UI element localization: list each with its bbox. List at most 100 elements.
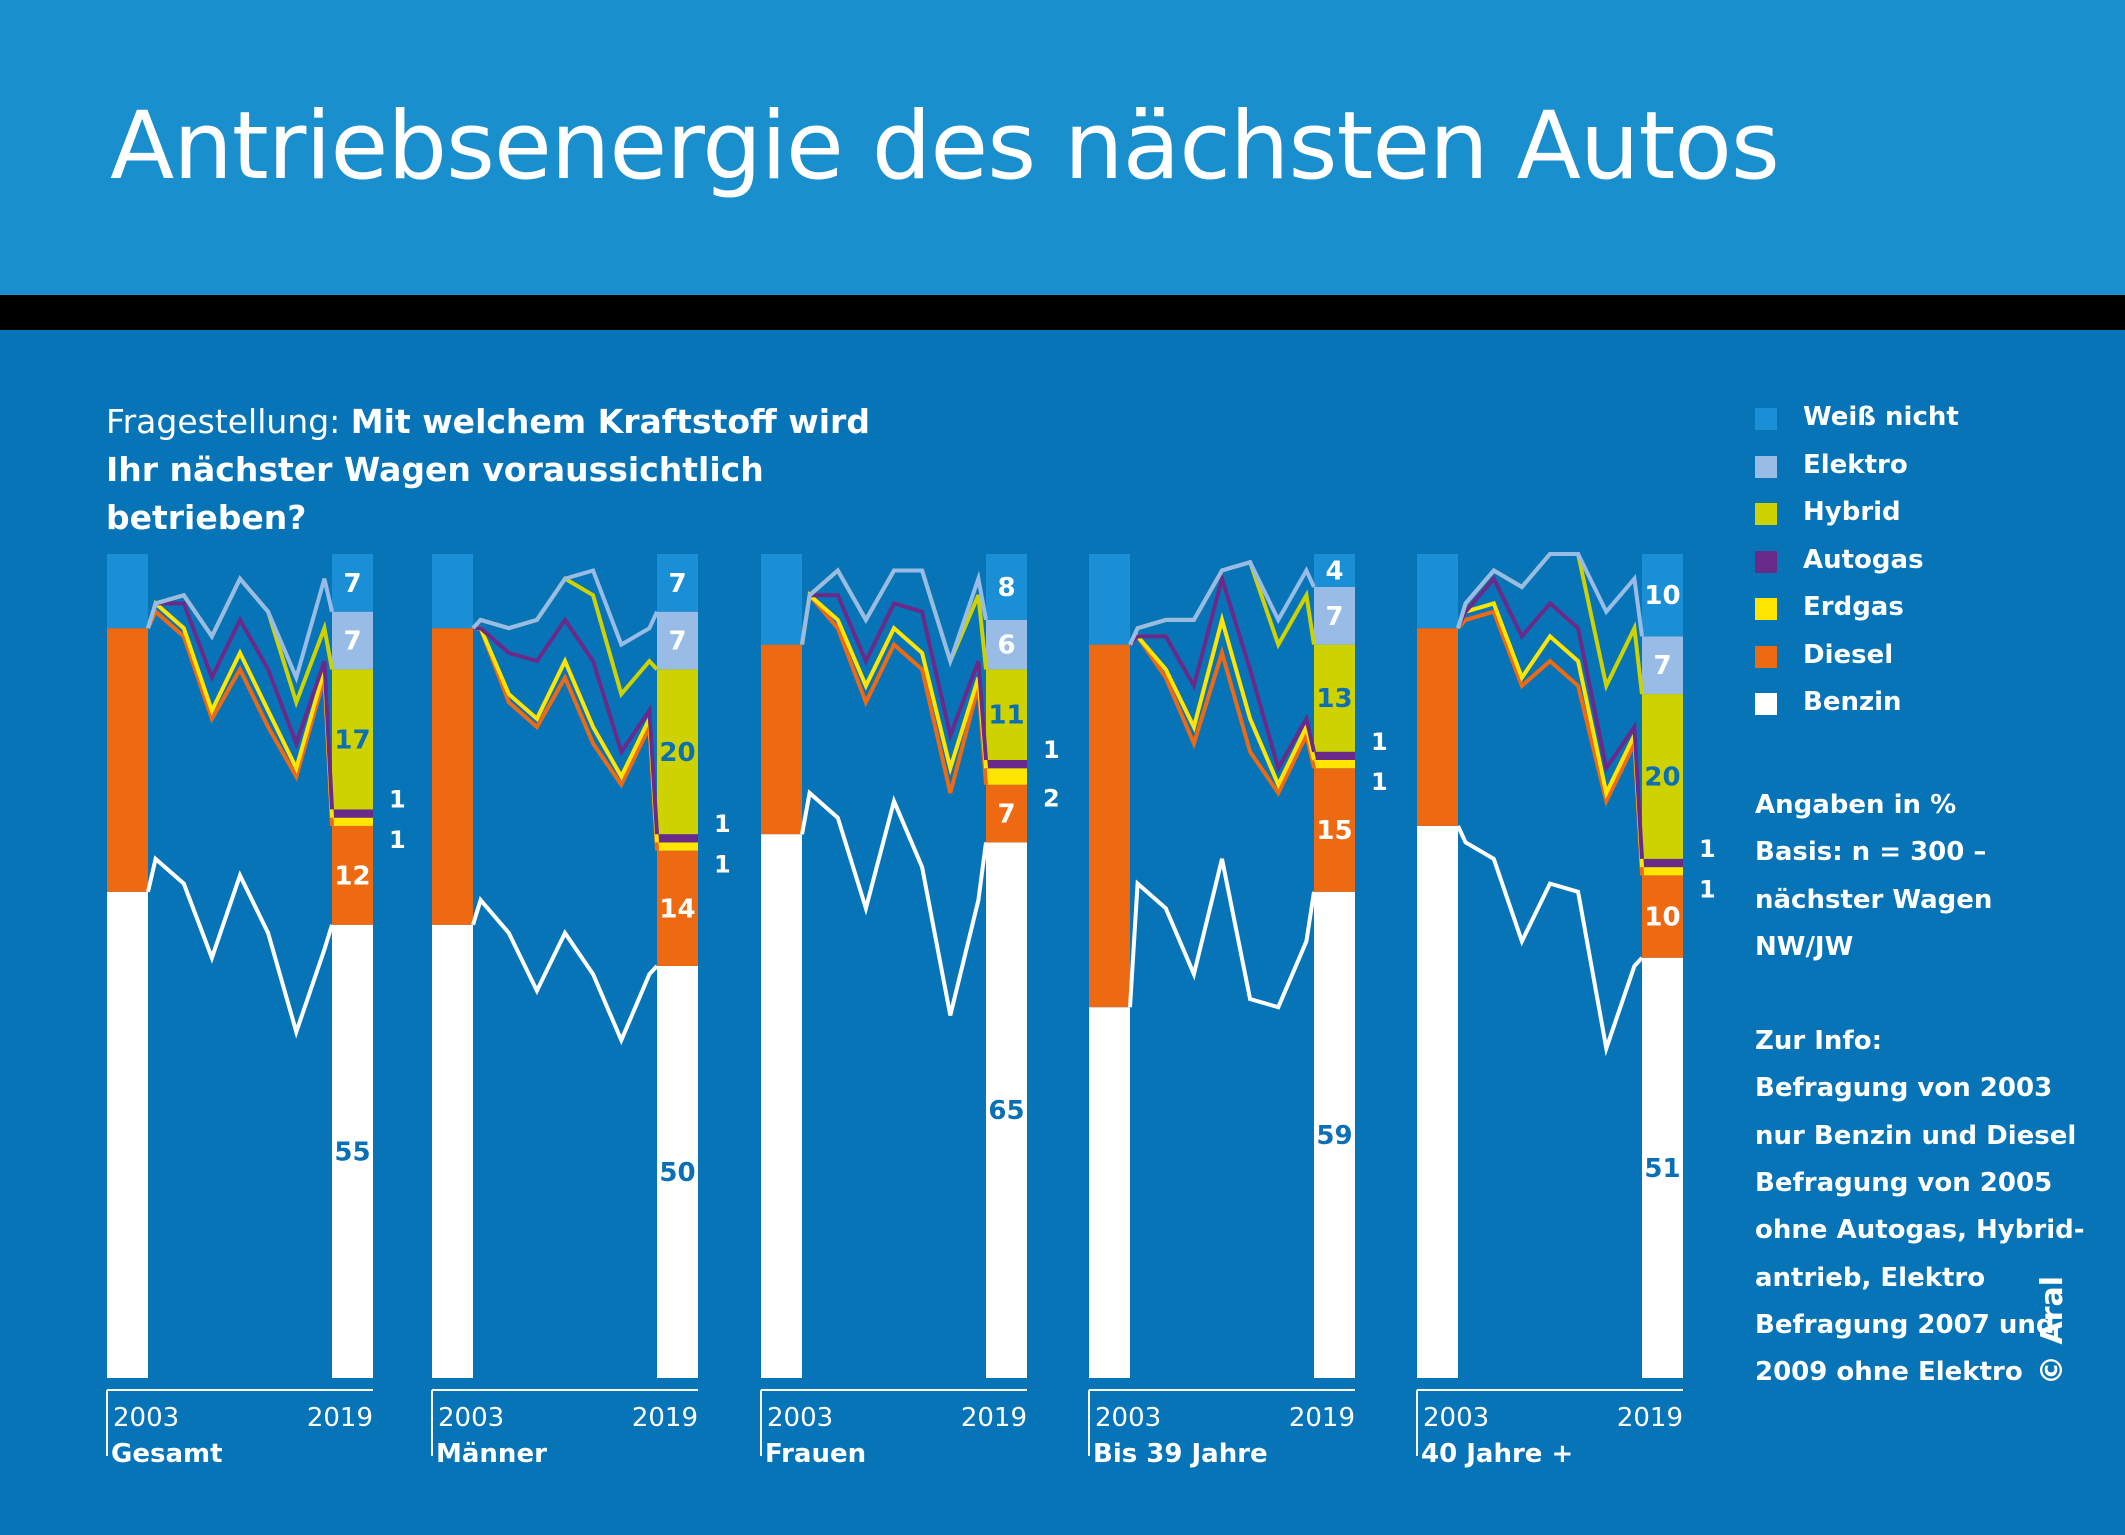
tick-label-start: 2003	[1095, 1403, 1161, 1433]
bar-segment-2019-weinicht	[657, 554, 698, 612]
bar-segment-2019-autogas	[657, 834, 698, 843]
series-line-benzin	[471, 896, 659, 1046]
bar-segment-2019-elektro	[657, 611, 698, 670]
data-label-erdgas: 1	[389, 826, 406, 854]
bar-segment-2019-benzin	[657, 966, 698, 1378]
notes-info-5: antrieb, Elektro	[1755, 1262, 1986, 1293]
legend-label: Hybrid	[1803, 497, 1901, 527]
tick-label-end: 2019	[632, 1403, 698, 1433]
data-label-erdgas: 1	[1371, 768, 1388, 796]
notes-spacer	[1755, 971, 2075, 1018]
data-label-benzin: 65	[988, 1096, 1024, 1126]
bar-segment-2019-diesel	[332, 825, 373, 925]
data-label-benzin: 55	[334, 1137, 370, 1167]
legend-swatch	[1755, 693, 1777, 715]
question-body: Mit welchem Kraftstoff wird Ihr nächster…	[106, 402, 870, 537]
bar-segment-2019-erdgas	[986, 768, 1027, 785]
data-label-weinicht: 10	[1644, 581, 1680, 611]
bar-segment-2003-weinicht	[761, 554, 802, 645]
bar-segment-2019-erdgas	[1314, 760, 1355, 769]
bar-segment-2019-benzin	[1642, 957, 1683, 1378]
header-band: Antriebsenergie des nächsten Autos	[0, 0, 2125, 295]
series-line-diesel	[1456, 609, 1644, 876]
notes-basis-2: nächster Wagen	[1755, 884, 1993, 915]
data-label-erdgas: 1	[714, 851, 731, 879]
tick-label-end: 2019	[1617, 1403, 1683, 1433]
tick-label-end: 2019	[307, 1403, 373, 1433]
bar-segment-2019-benzin	[332, 924, 373, 1378]
bar-segment-2003-weinicht	[107, 554, 148, 629]
data-label-weinicht: 7	[343, 569, 361, 599]
question-text: Fragestellung: Mit welchem Kraftstoff wi…	[106, 398, 906, 542]
series-line-benzin	[1128, 858, 1316, 1010]
bar-segment-2019-autogas	[986, 760, 1027, 769]
legend-label: Elektro	[1803, 449, 1908, 480]
bar-segment-2003-benzin	[107, 891, 148, 1378]
data-label-elektro: 7	[668, 627, 686, 657]
data-label-diesel: 15	[1316, 816, 1352, 846]
copyright: © Aral	[2035, 1276, 2070, 1385]
bar-segment-2019-diesel	[1314, 768, 1355, 892]
data-label-hybrid: 17	[334, 725, 370, 755]
axis-bracket	[760, 1389, 1027, 1456]
panel-name: Männer	[436, 1439, 547, 1469]
series-line-diesel	[146, 608, 334, 827]
bar-segment-2019-elektro	[332, 611, 373, 670]
data-label-autogas: 1	[1371, 728, 1388, 756]
bar-segment-2019-autogas	[1314, 751, 1355, 760]
data-label-elektro: 7	[1325, 602, 1343, 632]
bar-segment-2019-diesel	[986, 784, 1027, 843]
notes-basis-3: NW/JW	[1755, 931, 1854, 962]
bar-segment-2003-diesel	[1089, 644, 1130, 1008]
notes-info-1: Befragung von 2003	[1755, 1073, 2053, 1104]
data-label-hybrid: 11	[988, 701, 1024, 731]
data-label-autogas: 1	[389, 785, 406, 813]
data-label-elektro: 7	[343, 627, 361, 657]
tick-label-start: 2003	[767, 1403, 833, 1433]
tick-label-start: 2003	[1423, 1403, 1489, 1433]
series-line-erdgas	[146, 599, 334, 818]
bar-segment-2003-weinicht	[432, 554, 473, 629]
data-label-weinicht: 4	[1325, 556, 1343, 586]
legend-swatch	[1755, 455, 1777, 478]
data-label-erdgas: 2	[1043, 785, 1060, 813]
series-line-autogas	[473, 616, 659, 835]
data-label-benzin: 50	[659, 1158, 695, 1188]
panel-name: Gesamt	[111, 1439, 223, 1469]
legend-swatch	[1755, 550, 1777, 573]
bar-segment-2019-diesel	[1642, 875, 1683, 958]
bar-segment-2019-erdgas	[332, 817, 373, 826]
bar-segment-2019-erdgas	[1642, 867, 1683, 876]
notes-info-4: ohne Autogas, Hybrid-	[1755, 1215, 2085, 1246]
bar-segment-2019-hybrid	[986, 669, 1027, 760]
legend-label: Diesel	[1803, 639, 1894, 670]
notes-info-title: Zur Info:	[1755, 1026, 1882, 1057]
data-label-elektro: 7	[1653, 651, 1671, 681]
bar-segment-2019-elektro	[986, 619, 1027, 670]
legend-label: Erdgas	[1803, 592, 1904, 622]
tick-label-start: 2003	[113, 1403, 179, 1433]
legend-swatch	[1755, 503, 1777, 525]
bar-segment-2003-weinicht	[1417, 554, 1458, 629]
notes: Angaben in % Basis: n = 300 – nächster W…	[1755, 782, 2085, 1397]
bar-segment-2003-benzin	[1089, 1007, 1130, 1378]
series-line-elektro	[146, 575, 334, 684]
data-label-autogas: 1	[1699, 835, 1716, 863]
data-label-elektro: 6	[997, 631, 1015, 661]
bar-segment-2019-diesel	[657, 850, 698, 966]
series-line-erdgas	[1456, 600, 1644, 868]
data-label-benzin: 59	[1316, 1121, 1352, 1151]
bar-segment-2019-elektro	[1314, 586, 1355, 645]
data-label-weinicht: 8	[997, 573, 1015, 603]
notes-angaben: Angaben in %	[1755, 790, 1957, 820]
tick-label-end: 2019	[1289, 1403, 1355, 1433]
bar-segment-2003-diesel	[432, 628, 473, 925]
bar-segment-2019-autogas	[1642, 858, 1683, 868]
legend-label: Benzin	[1803, 687, 1902, 717]
panel-name: 40 Jahre +	[1421, 1439, 1573, 1469]
bar-segment-2019-hybrid	[1642, 694, 1683, 859]
legend-label: Weiß nicht	[1803, 402, 1959, 432]
series-line-hybrid	[1456, 552, 1644, 695]
data-label-benzin: 51	[1644, 1154, 1680, 1184]
